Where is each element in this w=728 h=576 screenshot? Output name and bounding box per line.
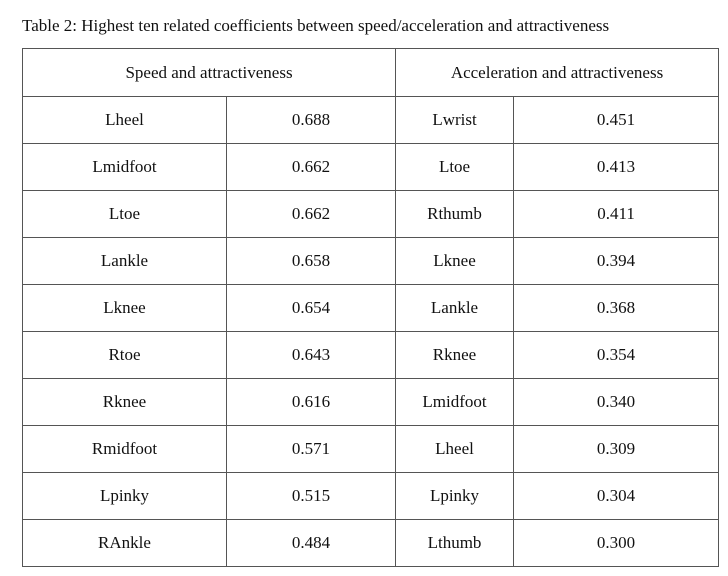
coefficient-cell: 0.643 (225, 331, 397, 379)
marker-cell: Lmidfoot (395, 378, 515, 426)
coefficient-cell: 0.515 (225, 472, 397, 520)
table-row: RAnkle 0.484 Lthumb 0.300 (22, 519, 720, 567)
marker-cell: Lheel (22, 96, 227, 144)
marker-cell: Ltoe (22, 190, 227, 238)
coefficient-cell: 0.340 (513, 378, 720, 426)
table-row: Lankle 0.658 Lknee 0.394 (22, 237, 720, 285)
marker-cell: Lpinky (395, 472, 515, 520)
marker-cell: Rknee (22, 378, 227, 426)
header-cell: Acceleration and attractiveness (395, 48, 720, 97)
marker-cell: Lmidfoot (22, 143, 227, 191)
coefficient-cell: 0.658 (225, 237, 397, 285)
marker-cell: Lknee (395, 237, 515, 285)
marker-cell: Ltoe (395, 143, 515, 191)
marker-cell: Lknee (22, 284, 227, 332)
table-row: Lpinky 0.515 Lpinky 0.304 (22, 472, 720, 520)
marker-cell: Lthumb (395, 519, 515, 567)
coefficient-cell: 0.354 (513, 331, 720, 379)
table-body: Lheel 0.688 Lwrist 0.451 Lmidfoot 0.662 Ltoe 0.… (22, 96, 720, 567)
coefficient-cell: 0.662 (225, 143, 397, 191)
marker-cell: Rmidfoot (22, 425, 227, 473)
table-row: Rknee 0.616 Lmidfoot 0.340 (22, 378, 720, 426)
header-cell: Speed and attractiveness (21, 48, 397, 97)
coefficient-cell: 0.309 (513, 425, 720, 473)
table-row: Lheel 0.688 Lwrist 0.451 (22, 96, 720, 144)
marker-cell: Rtoe (22, 331, 227, 379)
coefficient-cell: 0.304 (513, 472, 720, 520)
coefficient-cell: 0.411 (513, 190, 720, 238)
coefficient-cell: 0.451 (513, 96, 720, 144)
table-row: Lknee 0.654 Lankle 0.368 (22, 284, 720, 332)
header-row: Speed and attractiveness Acceleration an… (21, 48, 720, 97)
marker-cell: RAnkle (22, 519, 227, 567)
table-row: Rtoe 0.643 Rknee 0.354 (22, 331, 720, 379)
marker-cell: Lankle (22, 237, 227, 285)
marker-cell: Lankle (395, 284, 515, 332)
table: Speed and attractiveness Acceleration an… (21, 48, 720, 567)
marker-cell: Lheel (395, 425, 515, 473)
coefficient-cell: 0.394 (513, 237, 720, 285)
coefficient-cell: 0.368 (513, 284, 720, 332)
marker-cell: Lwrist (395, 96, 515, 144)
table-row: Rmidfoot 0.571 Lheel 0.309 (22, 425, 720, 473)
coefficient-cell: 0.571 (225, 425, 397, 473)
coefficient-cell: 0.662 (225, 190, 397, 238)
table-row: Lmidfoot 0.662 Ltoe 0.413 (22, 143, 720, 191)
table-row: Ltoe 0.662 Rthumb 0.411 (22, 190, 720, 238)
marker-cell: Rknee (395, 331, 515, 379)
marker-cell: Rthumb (395, 190, 515, 238)
table-caption: Table 2: Highest ten related coefficient… (22, 16, 610, 35)
coefficient-cell: 0.413 (513, 143, 720, 191)
coefficient-cell: 0.484 (225, 519, 397, 567)
coefficient-cell: 0.616 (225, 378, 397, 426)
marker-cell: Lpinky (22, 472, 227, 520)
coefficient-cell: 0.688 (225, 96, 397, 144)
coefficient-cell: 0.300 (513, 519, 720, 567)
coefficient-cell: 0.654 (225, 284, 397, 332)
